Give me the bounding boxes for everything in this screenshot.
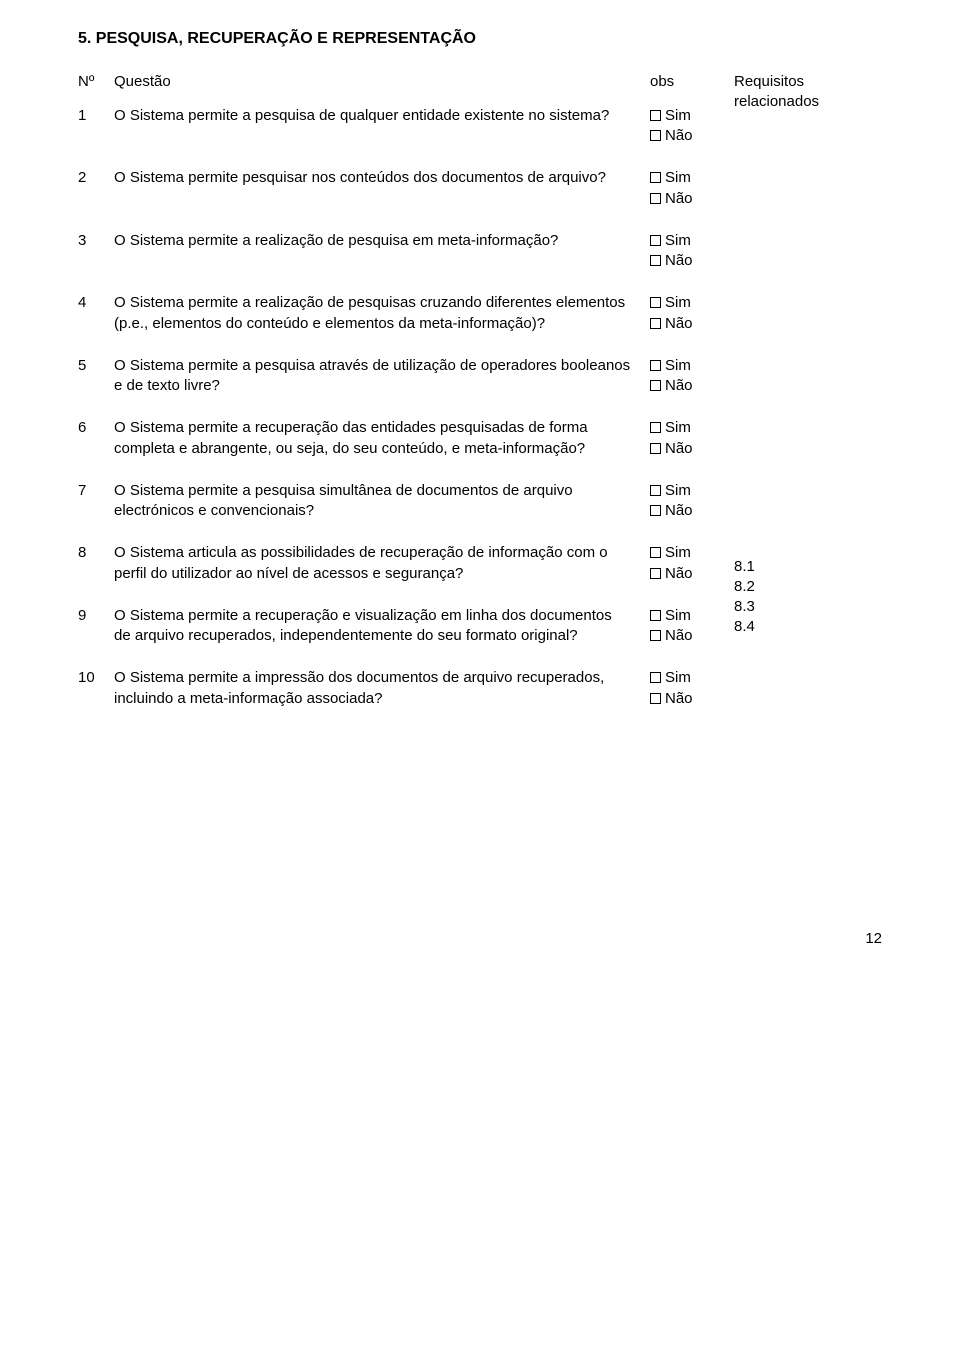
row-question: O Sistema permite a impressão dos docume…: [114, 668, 650, 709]
header-obs: obs: [650, 72, 734, 106]
row-obs: Sim Não: [650, 668, 734, 709]
row-question: O Sistema permite a recuperação das enti…: [114, 418, 650, 481]
row-num: 4: [78, 293, 114, 356]
obs-sim: Sim: [665, 169, 691, 186]
obs-nao: Não: [665, 440, 693, 457]
row-question: O Sistema permite a recuperação e visual…: [114, 606, 650, 669]
row-num: 3: [78, 231, 114, 294]
row-obs: Sim Não: [650, 231, 734, 294]
obs-nao: Não: [665, 315, 693, 332]
row-question: O Sistema permite a pesquisa de qualquer…: [114, 106, 650, 169]
checkbox-icon[interactable]: [650, 380, 661, 391]
row-obs: Sim Não: [650, 356, 734, 419]
row-num: 5: [78, 356, 114, 419]
checkbox-icon[interactable]: [650, 422, 661, 433]
header-questao: Questão: [114, 72, 650, 106]
checkbox-icon[interactable]: [650, 318, 661, 329]
obs-sim: Sim: [665, 232, 691, 249]
header-req: Requisitos relacionados: [734, 72, 882, 113]
header-num: Nº: [78, 72, 114, 106]
obs-nao: Não: [665, 377, 693, 394]
obs-sim: Sim: [665, 607, 691, 624]
obs-sim: Sim: [665, 294, 691, 311]
table-header-row: Nº Questão obs Requisitos relacionados 8…: [78, 72, 882, 106]
obs-sim: Sim: [665, 482, 691, 499]
checkbox-icon[interactable]: [650, 255, 661, 266]
checkbox-icon[interactable]: [650, 235, 661, 246]
row-question: O Sistema permite a pesquisa através de …: [114, 356, 650, 419]
req-item: 8.4: [734, 617, 755, 637]
obs-nao: Não: [665, 252, 693, 269]
obs-sim: Sim: [665, 357, 691, 374]
row-obs: Sim Não: [650, 293, 734, 356]
row-obs: Sim Não: [650, 543, 734, 606]
obs-nao: Não: [665, 127, 693, 144]
row-num: 6: [78, 418, 114, 481]
page-number: 12: [78, 709, 882, 967]
row-question: O Sistema permite a realização de pesqui…: [114, 293, 650, 356]
row-num: 8: [78, 543, 114, 606]
row-num: 10: [78, 668, 114, 709]
row-num: 7: [78, 481, 114, 544]
header-req-cell: Requisitos relacionados 8.1 8.2 8.3 8.4: [734, 72, 882, 709]
checkbox-icon[interactable]: [650, 505, 661, 516]
checkbox-icon[interactable]: [650, 693, 661, 704]
row-num: 9: [78, 606, 114, 669]
checkbox-icon[interactable]: [650, 610, 661, 621]
questions-table: Nº Questão obs Requisitos relacionados 8…: [78, 72, 882, 709]
obs-sim: Sim: [665, 107, 691, 124]
checkbox-icon[interactable]: [650, 110, 661, 121]
obs-nao: Não: [665, 502, 693, 519]
row-obs: Sim Não: [650, 418, 734, 481]
req-list: 8.1 8.2 8.3 8.4: [734, 557, 755, 638]
req-item: 8.1: [734, 557, 755, 577]
row-question: O Sistema permite a realização de pesqui…: [114, 231, 650, 294]
obs-nao: Não: [665, 190, 693, 207]
row-obs: Sim Não: [650, 481, 734, 544]
checkbox-icon[interactable]: [650, 630, 661, 641]
row-question: O Sistema permite pesquisar nos conteúdo…: [114, 168, 650, 231]
row-num: 2: [78, 168, 114, 231]
checkbox-icon[interactable]: [650, 130, 661, 141]
obs-nao: Não: [665, 565, 693, 582]
checkbox-icon[interactable]: [650, 172, 661, 183]
row-question: O Sistema articula as possibilidades de …: [114, 543, 650, 606]
checkbox-icon[interactable]: [650, 443, 661, 454]
checkbox-icon[interactable]: [650, 672, 661, 683]
checkbox-icon[interactable]: [650, 297, 661, 308]
section-heading: 5. PESQUISA, RECUPERAÇÃO E REPRESENTAÇÃO: [78, 28, 882, 50]
obs-sim: Sim: [665, 544, 691, 561]
obs-sim: Sim: [665, 419, 691, 436]
req-item: 8.2: [734, 577, 755, 597]
obs-nao: Não: [665, 690, 693, 707]
row-question: O Sistema permite a pesquisa simultânea …: [114, 481, 650, 544]
req-item: 8.3: [734, 597, 755, 617]
checkbox-icon[interactable]: [650, 547, 661, 558]
checkbox-icon[interactable]: [650, 193, 661, 204]
row-obs: Sim Não: [650, 168, 734, 231]
checkbox-icon[interactable]: [650, 568, 661, 579]
obs-sim: Sim: [665, 669, 691, 686]
obs-nao: Não: [665, 627, 693, 644]
checkbox-icon[interactable]: [650, 360, 661, 371]
row-obs: Sim Não: [650, 606, 734, 669]
checkbox-icon[interactable]: [650, 485, 661, 496]
row-num: 1: [78, 106, 114, 169]
row-obs: Sim Não: [650, 106, 734, 169]
